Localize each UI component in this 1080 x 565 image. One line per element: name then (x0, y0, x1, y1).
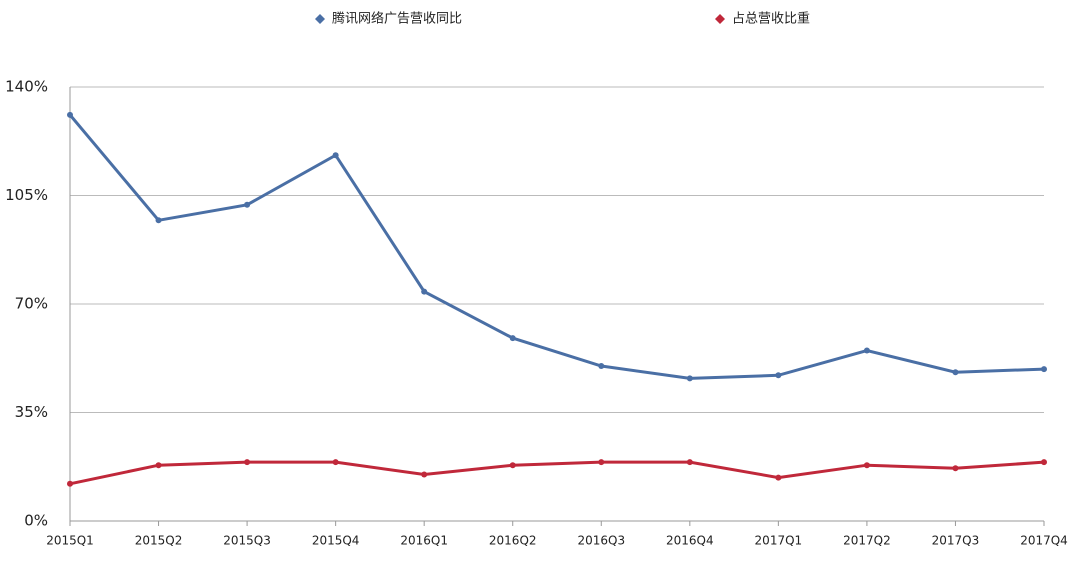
point (1041, 366, 1047, 373)
point (421, 288, 428, 295)
y-tick-label: 0% (24, 512, 48, 530)
point (952, 465, 959, 472)
legend-marker (315, 14, 325, 24)
point (775, 372, 782, 379)
point (686, 459, 693, 466)
x-tick-label: 2015Q3 (223, 534, 271, 548)
x-tick-label: 2015Q1 (46, 534, 94, 548)
x-tick-label: 2017Q1 (755, 534, 803, 548)
x-tick-label: 2016Q2 (489, 534, 537, 548)
x-tick-label: 2016Q4 (666, 534, 714, 548)
point (952, 369, 959, 376)
x-tick-label: 2016Q3 (577, 534, 625, 548)
x-tick-label: 2015Q2 (135, 534, 183, 548)
legend-label: 占总营收比重 (732, 11, 810, 27)
point (775, 474, 782, 481)
point (1041, 459, 1047, 466)
point (509, 335, 516, 342)
point (67, 111, 73, 118)
y-tick-label: 105% (5, 186, 48, 204)
point (598, 459, 605, 466)
x-tick-label: 2015Q4 (312, 534, 360, 548)
point (686, 375, 693, 382)
point (67, 480, 73, 487)
x-tick-label: 2017Q4 (1020, 534, 1068, 548)
point (155, 462, 162, 469)
legend-marker (715, 14, 725, 24)
point (244, 201, 251, 208)
series-line (68, 113, 1045, 380)
point (244, 459, 251, 466)
point (332, 459, 339, 466)
x-tick-label: 2016Q1 (400, 534, 448, 548)
point (421, 471, 428, 478)
x-tick-label: 2017Q2 (843, 534, 891, 548)
point (863, 462, 870, 469)
point (863, 347, 870, 354)
y-tick-label: 35% (15, 403, 48, 421)
point (598, 363, 605, 369)
point (509, 462, 516, 469)
y-tick-label: 140% (5, 78, 48, 96)
series-line (69, 460, 1045, 486)
y-tick-label: 70% (15, 295, 48, 313)
point (155, 217, 162, 224)
point (332, 152, 339, 159)
x-tick-label: 2017Q3 (932, 534, 980, 548)
legend-label: 腾讯网络广告营收同比 (332, 11, 462, 27)
